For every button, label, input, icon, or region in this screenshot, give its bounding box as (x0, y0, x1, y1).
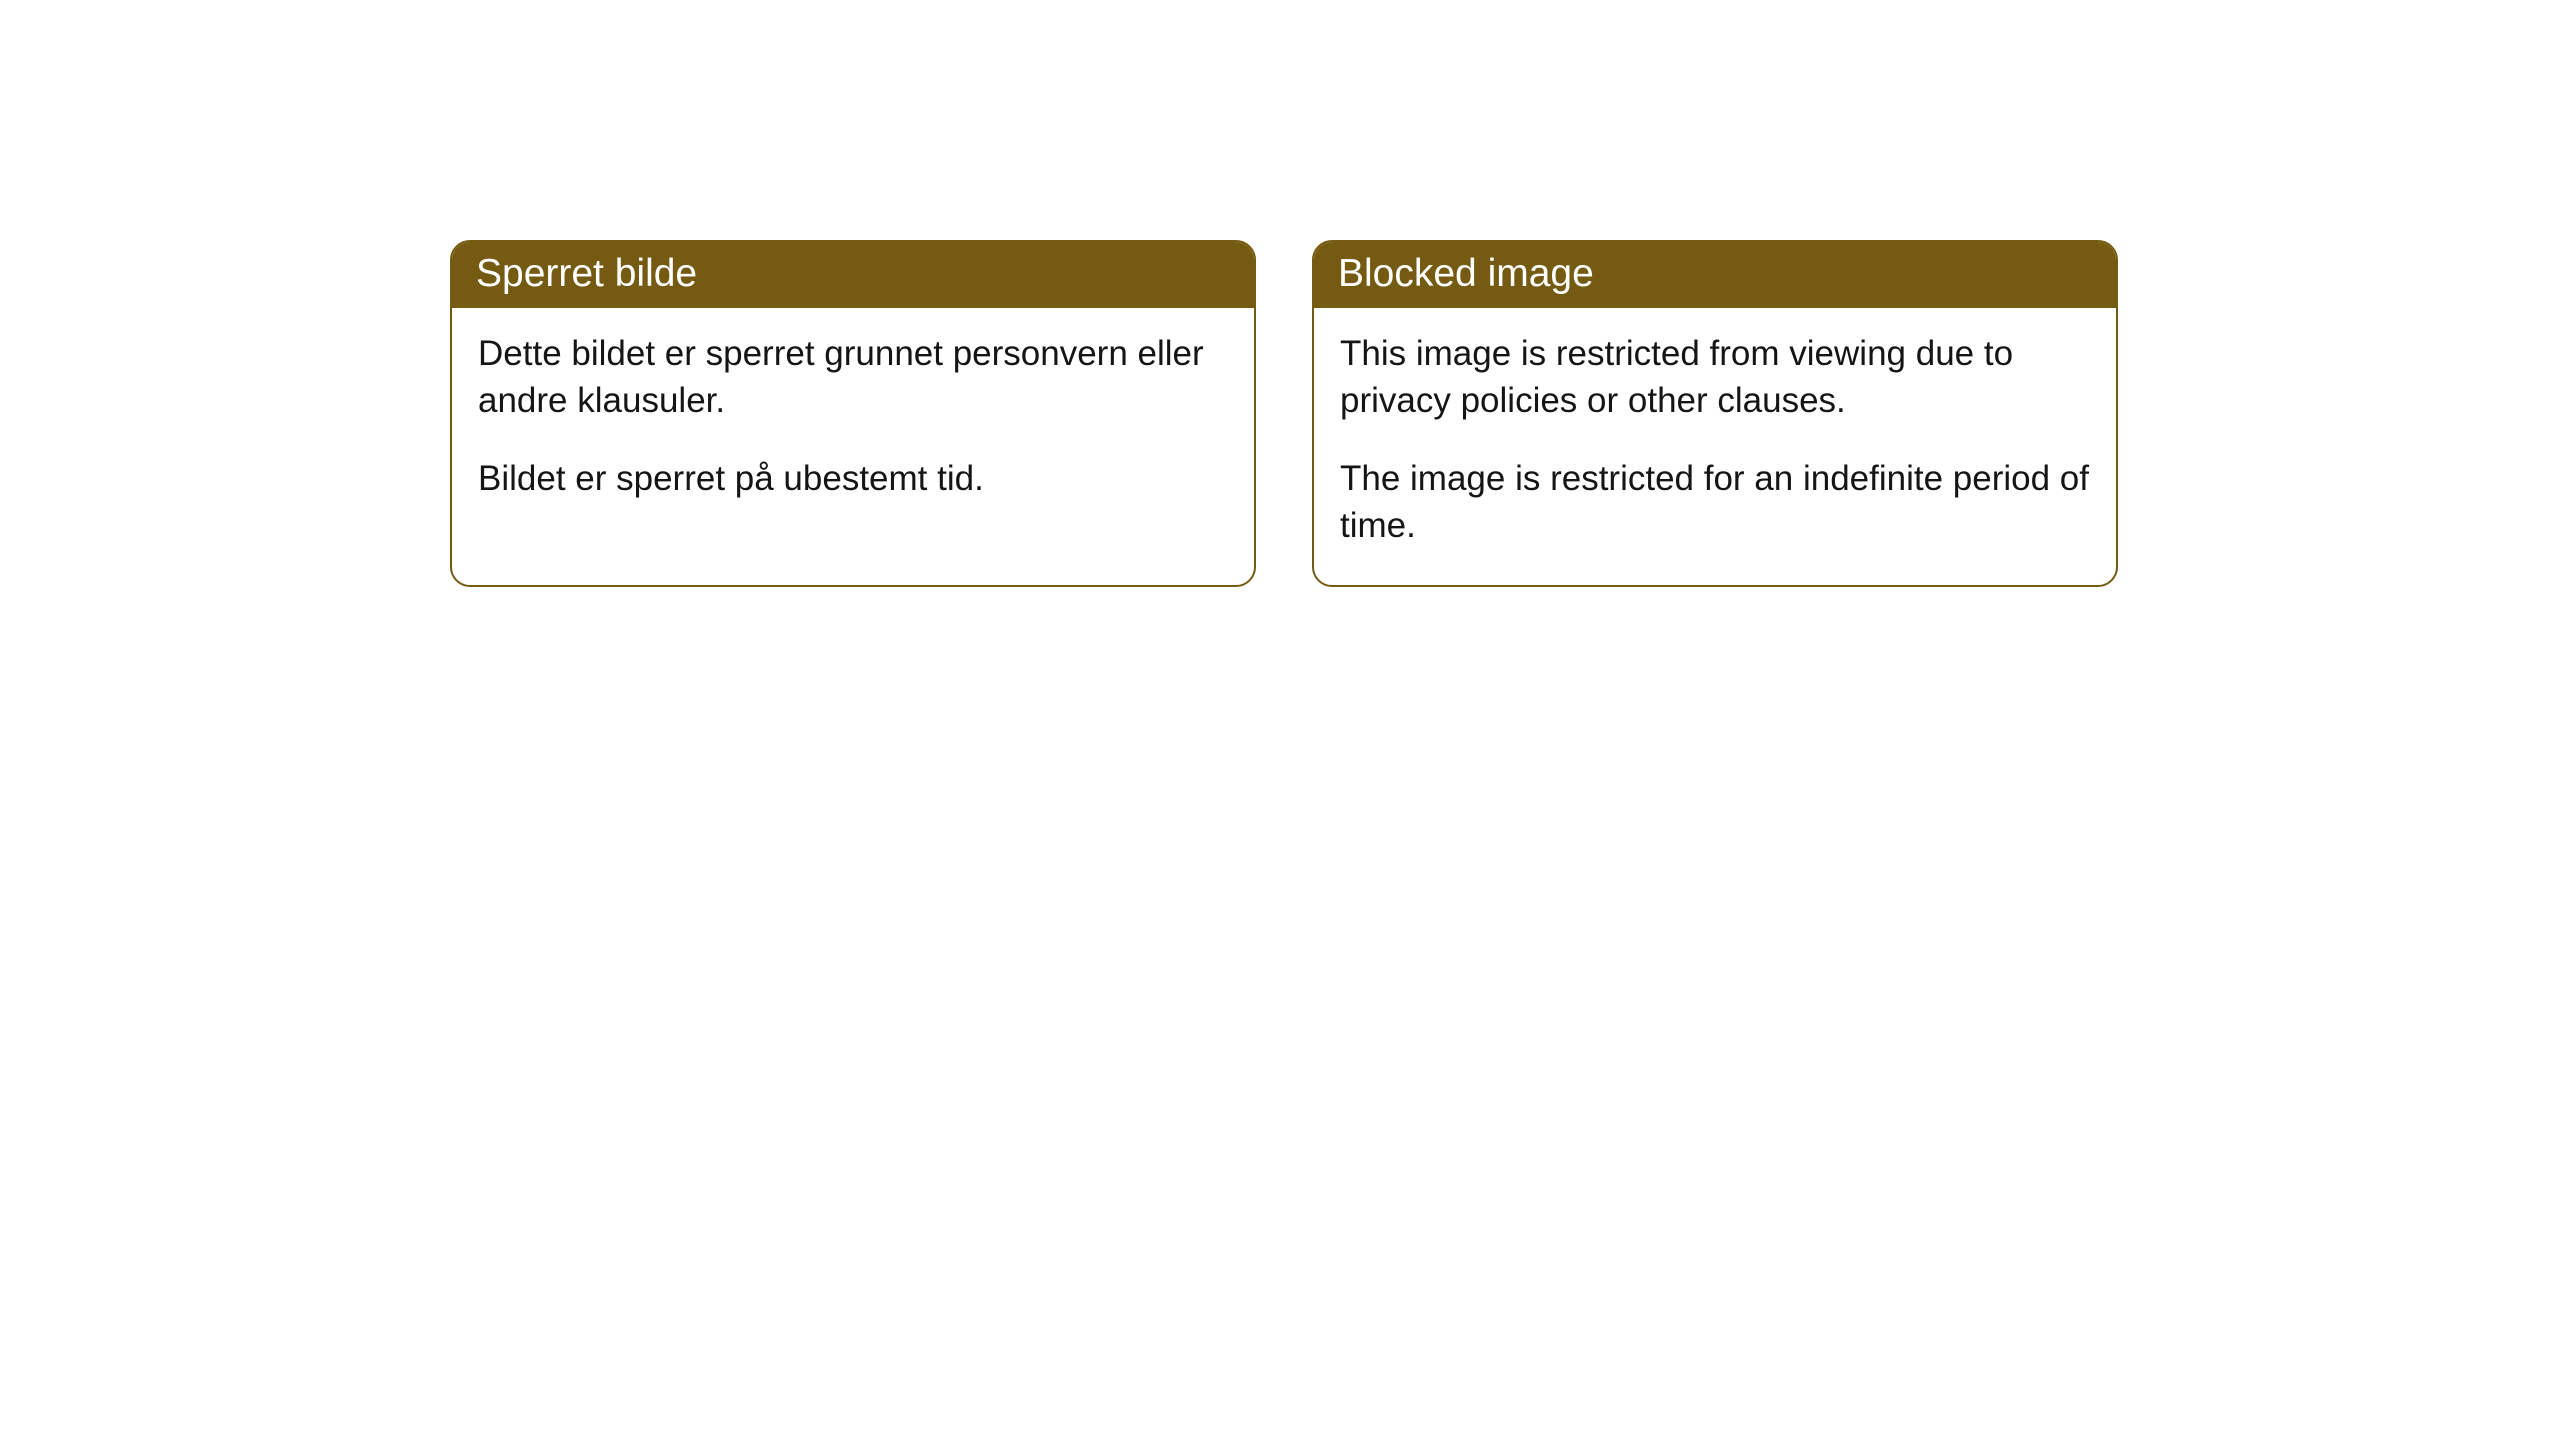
notice-card-norwegian: Sperret bilde Dette bildet er sperret gr… (450, 240, 1256, 587)
notice-paragraph: Bildet er sperret på ubestemt tid. (478, 455, 1228, 502)
card-body: Dette bildet er sperret grunnet personve… (452, 308, 1254, 538)
card-header: Sperret bilde (452, 242, 1254, 308)
card-body: This image is restricted from viewing du… (1314, 308, 2116, 585)
notice-cards-container: Sperret bilde Dette bildet er sperret gr… (450, 240, 2560, 587)
card-header: Blocked image (1314, 242, 2116, 308)
notice-paragraph: The image is restricted for an indefinit… (1340, 455, 2090, 550)
notice-paragraph: Dette bildet er sperret grunnet personve… (478, 330, 1228, 425)
notice-paragraph: This image is restricted from viewing du… (1340, 330, 2090, 425)
notice-card-english: Blocked image This image is restricted f… (1312, 240, 2118, 587)
